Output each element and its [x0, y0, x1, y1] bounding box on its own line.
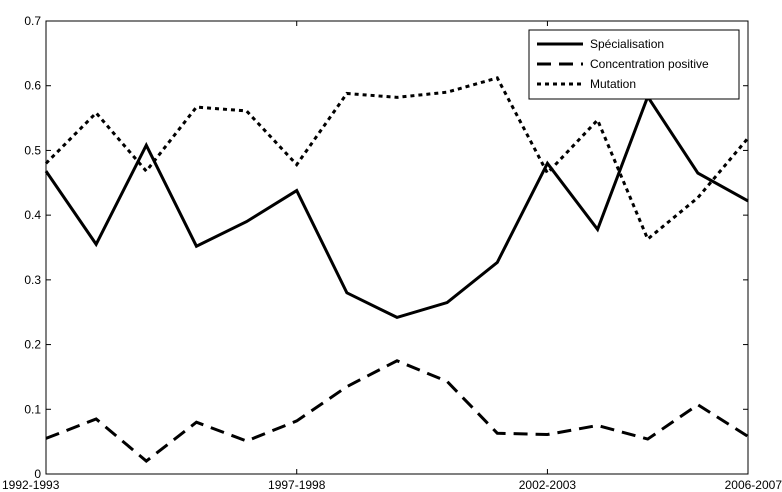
y-tick-label: 0.4: [24, 208, 41, 222]
series-line-solid: [44, 93, 749, 319]
y-tick-label: 0.2: [24, 338, 41, 352]
series-layer: [44, 76, 750, 463]
x-tick-label: 2006-2007: [725, 478, 782, 492]
y-tick-label: 0: [34, 467, 41, 481]
x-tick-label: 1992-1993: [2, 478, 60, 492]
y-tick-label: 0.1: [24, 402, 41, 416]
y-axis: 0 0.1 0.2 0.3 0.4 0.5 0.6 0.7: [24, 14, 748, 481]
legend-label: Mutation: [590, 77, 636, 91]
y-tick-label: 0.5: [24, 143, 41, 157]
x-tick-label: 1997-1998: [268, 478, 326, 492]
y-tick-label: 0.7: [24, 14, 41, 28]
y-tick-label: 0.3: [24, 273, 41, 287]
series-line-dashed: [45, 359, 749, 463]
legend: Spécialisation Concentration positive Muta…: [528, 29, 740, 100]
legend-label: Concentration positive: [590, 57, 709, 71]
x-axis: 1992-1993 1997-1998 2002-2003 2006-2007: [2, 21, 782, 492]
y-tick-label: 0.6: [24, 79, 41, 93]
legend-label: Spécialisation: [590, 37, 664, 51]
series-line-dotted: [44, 76, 750, 242]
x-tick-label: 2002-2003: [519, 478, 577, 492]
